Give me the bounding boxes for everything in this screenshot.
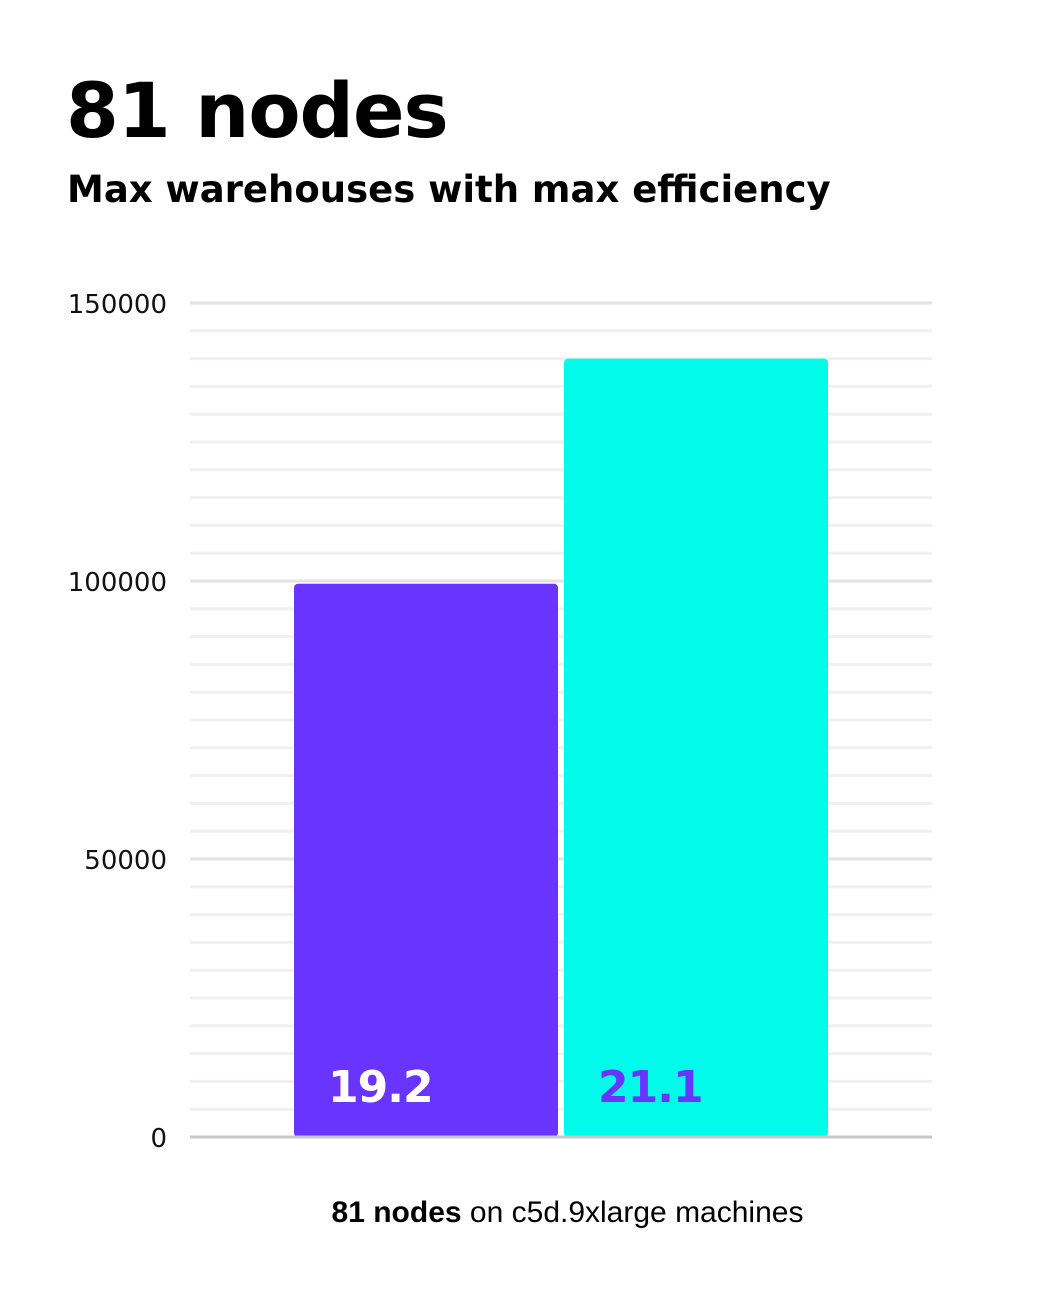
chart-subtitle: Max warehouses with max efficiency <box>67 168 831 211</box>
x-axis-label-bold: 81 nodes <box>331 1196 462 1229</box>
y-tick-label: 50000 <box>84 846 167 876</box>
x-axis-label: 81 nodes on c5d.9xlarge machines <box>0 1196 1042 1230</box>
bar-data-label: 21.1 <box>598 1062 703 1113</box>
chart-title: 81 nodes <box>66 66 449 155</box>
y-tick-label: 150000 <box>68 290 167 320</box>
bar <box>564 358 828 1138</box>
bar-data-label: 19.2 <box>328 1062 433 1113</box>
bar <box>294 583 558 1137</box>
y-tick-label: 100000 <box>68 568 167 598</box>
y-tick-label: 0 <box>150 1124 167 1154</box>
x-axis-label-rest: on c5d.9xlarge machines <box>461 1196 804 1229</box>
